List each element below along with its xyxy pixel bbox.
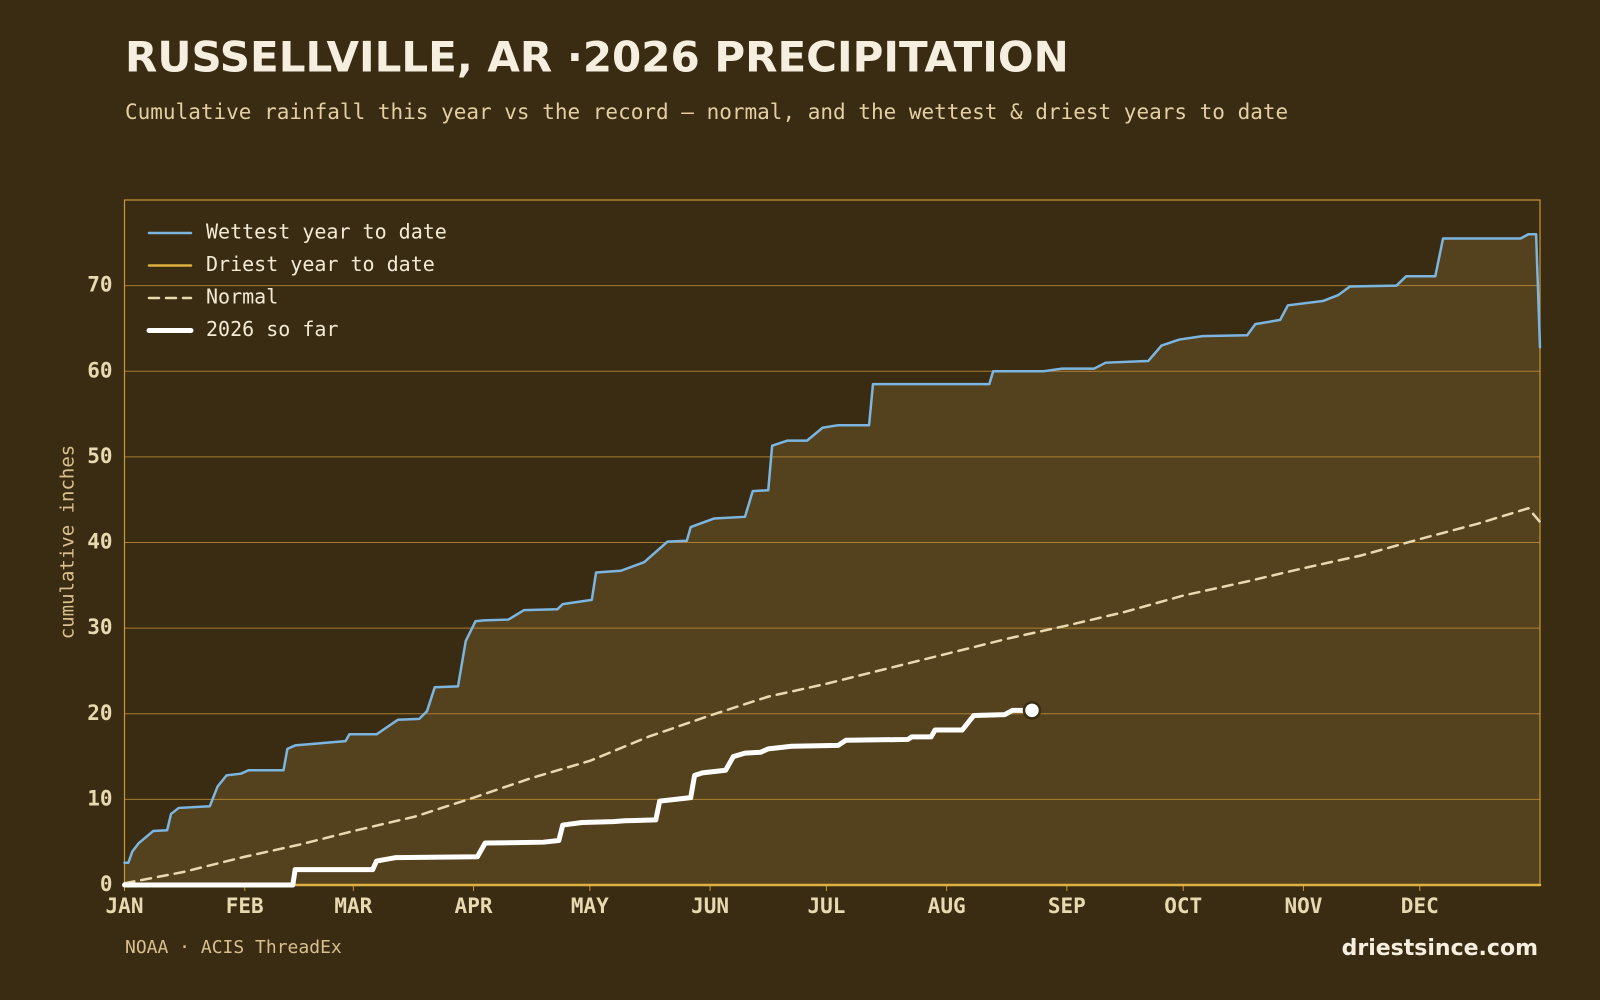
x-tick-label: JAN	[106, 894, 144, 918]
series-line	[123, 233, 1542, 864]
range-band	[124, 234, 1540, 885]
x-tick-label: AUG	[928, 894, 966, 918]
x-tick-label: MAR	[334, 894, 372, 918]
chart-subtitle: Cumulative rainfall this year vs the rec…	[125, 100, 1288, 124]
series-line	[123, 507, 1542, 885]
y-tick-label: 40	[87, 530, 112, 554]
y-axis-label: cumulative inches	[57, 445, 79, 639]
x-tick-label: JUL	[807, 894, 845, 918]
x-tick-label: DEC	[1401, 894, 1439, 918]
brand: driestsince.com	[1342, 936, 1538, 961]
legend-label: Wettest year to date	[206, 220, 447, 244]
y-tick-label: 50	[87, 444, 112, 468]
y-tick-label: 10	[87, 786, 112, 810]
legend-label: Driest year to date	[206, 252, 435, 276]
x-tick-label: SEP	[1048, 894, 1086, 918]
current-point	[1022, 701, 1042, 720]
x-tick-label: NOV	[1284, 894, 1322, 918]
y-tick-label: 70	[87, 273, 112, 297]
x-tick-label: APR	[455, 894, 493, 918]
x-tick-label: JUN	[691, 894, 729, 918]
y-tick-label: 20	[87, 701, 112, 725]
y-tick-label: 0	[100, 872, 113, 896]
legend-label: Normal	[206, 285, 278, 309]
legend-label: 2026 so far	[206, 317, 338, 341]
x-tick-label: FEB	[226, 894, 264, 918]
source: NOAA · ACIS ThreadEx	[125, 937, 342, 958]
y-tick-label: 30	[87, 615, 112, 639]
x-tick-label: MAY	[571, 894, 609, 918]
chart-title: RUSSELLVILLE, AR ·2026 PRECIPITATION	[125, 33, 1069, 82]
x-tick-label: OCT	[1164, 894, 1202, 918]
y-tick-label: 60	[87, 358, 112, 382]
series-line	[122, 707, 1035, 888]
